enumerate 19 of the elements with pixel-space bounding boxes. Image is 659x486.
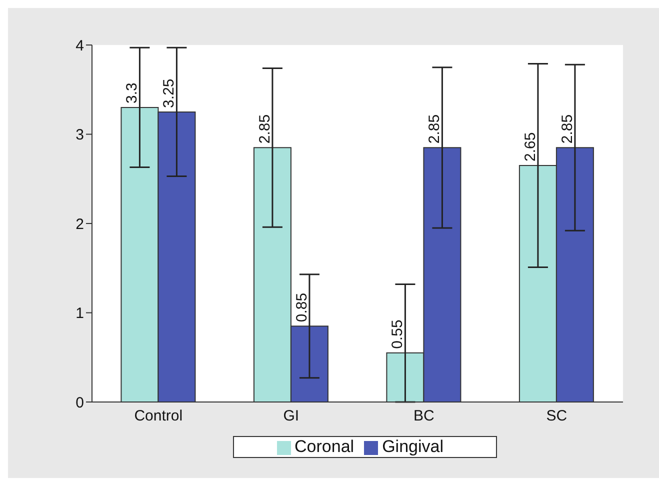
data-label: 3.3 [124,82,141,104]
data-label: 2.65 [522,132,539,162]
data-label: 0.85 [293,292,310,322]
legend-label: Coronal [294,437,354,456]
data-label: 3.25 [160,78,178,108]
y-tick-label: 2 [76,216,84,233]
x-tick-label: Control [134,408,183,425]
x-tick-label: BC [413,408,434,425]
data-label: 2.85 [256,114,274,144]
y-tick-label: 3 [76,126,84,144]
data-label: 2.85 [426,114,444,144]
x-tick-label: GI [283,408,300,425]
y-tick-label: 1 [76,305,84,322]
y-tick-label: 0 [76,394,84,412]
legend-label: Gingival [382,437,444,456]
data-label: 2.85 [558,114,576,144]
data-label: 0.55 [389,320,406,349]
x-tick-label: SC [546,408,568,425]
y-tick-label: 4 [76,37,84,54]
